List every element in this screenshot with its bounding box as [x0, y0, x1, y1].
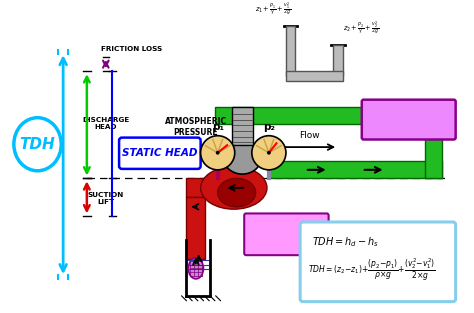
Bar — [186, 178, 246, 197]
FancyBboxPatch shape — [362, 100, 456, 140]
Text: FRICTION LOSS
IN SUCTION
PIPE: FRICTION LOSS IN SUCTION PIPE — [258, 224, 315, 244]
FancyBboxPatch shape — [244, 213, 328, 255]
Text: ATMOSPHERIC
PRESSURE: ATMOSPHERIC PRESSURE — [165, 117, 227, 137]
Ellipse shape — [218, 178, 255, 207]
Bar — [333, 45, 343, 76]
Bar — [186, 197, 205, 259]
Text: $TDH=(z_2{-}z_1){+}\dfrac{(p_2{-}p_1)}{\rho{\times}g}{+}\dfrac{(v_2^2{-}v_1^2)}{: $TDH=(z_2{-}z_1){+}\dfrac{(p_2{-}p_1)}{\… — [308, 256, 436, 283]
FancyBboxPatch shape — [300, 222, 456, 302]
Ellipse shape — [14, 118, 61, 171]
Text: $z_1+\frac{P_1}{\gamma}+\frac{v_1^2}{2g}$: $z_1+\frac{P_1}{\gamma}+\frac{v_1^2}{2g}… — [255, 0, 292, 18]
Text: $z_2+\frac{P_2}{\gamma}+\frac{v_2^2}{2g}$: $z_2+\frac{P_2}{\gamma}+\frac{v_2^2}{2g}… — [344, 19, 380, 37]
Bar — [425, 107, 442, 178]
FancyBboxPatch shape — [119, 138, 201, 169]
Ellipse shape — [188, 258, 203, 279]
Circle shape — [216, 151, 219, 155]
Text: DISCHARGE
HEAD: DISCHARGE HEAD — [82, 117, 129, 130]
Bar — [232, 107, 253, 145]
Text: $TDH=h_d-h_s$: $TDH=h_d-h_s$ — [312, 235, 380, 249]
Text: Flow: Flow — [299, 131, 320, 141]
Ellipse shape — [201, 167, 267, 209]
Text: FRICTION LOSS
IN DISCHARGE
PIPE: FRICTION LOSS IN DISCHARGE PIPE — [379, 110, 438, 130]
Text: TDH: TDH — [19, 137, 55, 152]
Text: STATIC HEAD: STATIC HEAD — [122, 148, 198, 158]
Text: p₁: p₁ — [212, 122, 224, 132]
Bar — [215, 107, 442, 124]
Bar — [286, 71, 343, 81]
Circle shape — [252, 136, 286, 170]
Bar — [269, 161, 442, 178]
Text: FRICTION LOSS: FRICTION LOSS — [101, 46, 162, 53]
Bar — [286, 26, 295, 76]
Circle shape — [267, 151, 271, 155]
Text: SUCTION
LIFT: SUCTION LIFT — [88, 192, 124, 205]
Circle shape — [201, 136, 235, 170]
Text: p₂: p₂ — [263, 122, 275, 132]
Ellipse shape — [223, 141, 261, 174]
